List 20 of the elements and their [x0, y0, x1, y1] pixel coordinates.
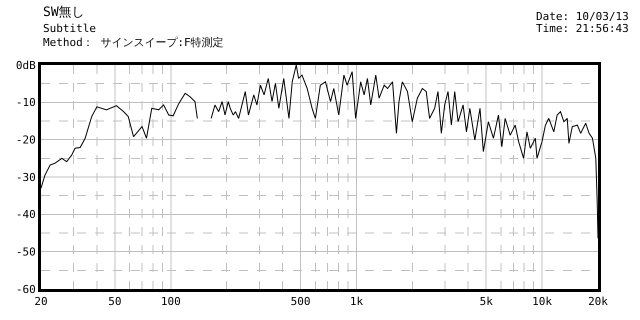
y-tick-label: -20 — [16, 134, 36, 147]
x-tick-label: 5k — [480, 295, 494, 308]
x-tick-label: 20 — [34, 295, 48, 308]
x-tick-label: 1k — [350, 295, 364, 308]
y-tick-label: -60 — [16, 282, 36, 296]
y-tick-label: 0dB — [16, 58, 36, 72]
y-tick-label: -50 — [16, 246, 36, 259]
x-tick-label: 20k — [588, 295, 608, 308]
x-tick-label: 50 — [108, 295, 122, 308]
text: Date: 10/03/13 — [536, 10, 629, 23]
x-tick-label: 10k — [532, 295, 552, 308]
x-tick-label: 500 — [290, 295, 310, 308]
chart-subtitle: Subtitle — [43, 22, 96, 35]
text: Method： サインスイープ:F特測定 — [43, 36, 224, 49]
chart-title: SW無し — [43, 5, 85, 20]
y-tick-label: -30 — [16, 170, 36, 184]
y-tick-label: -40 — [16, 208, 36, 222]
x-tick-label: 100 — [160, 295, 181, 308]
text: Time: 21:56:43 — [536, 22, 629, 35]
y-tick-label: -10 — [16, 96, 36, 110]
